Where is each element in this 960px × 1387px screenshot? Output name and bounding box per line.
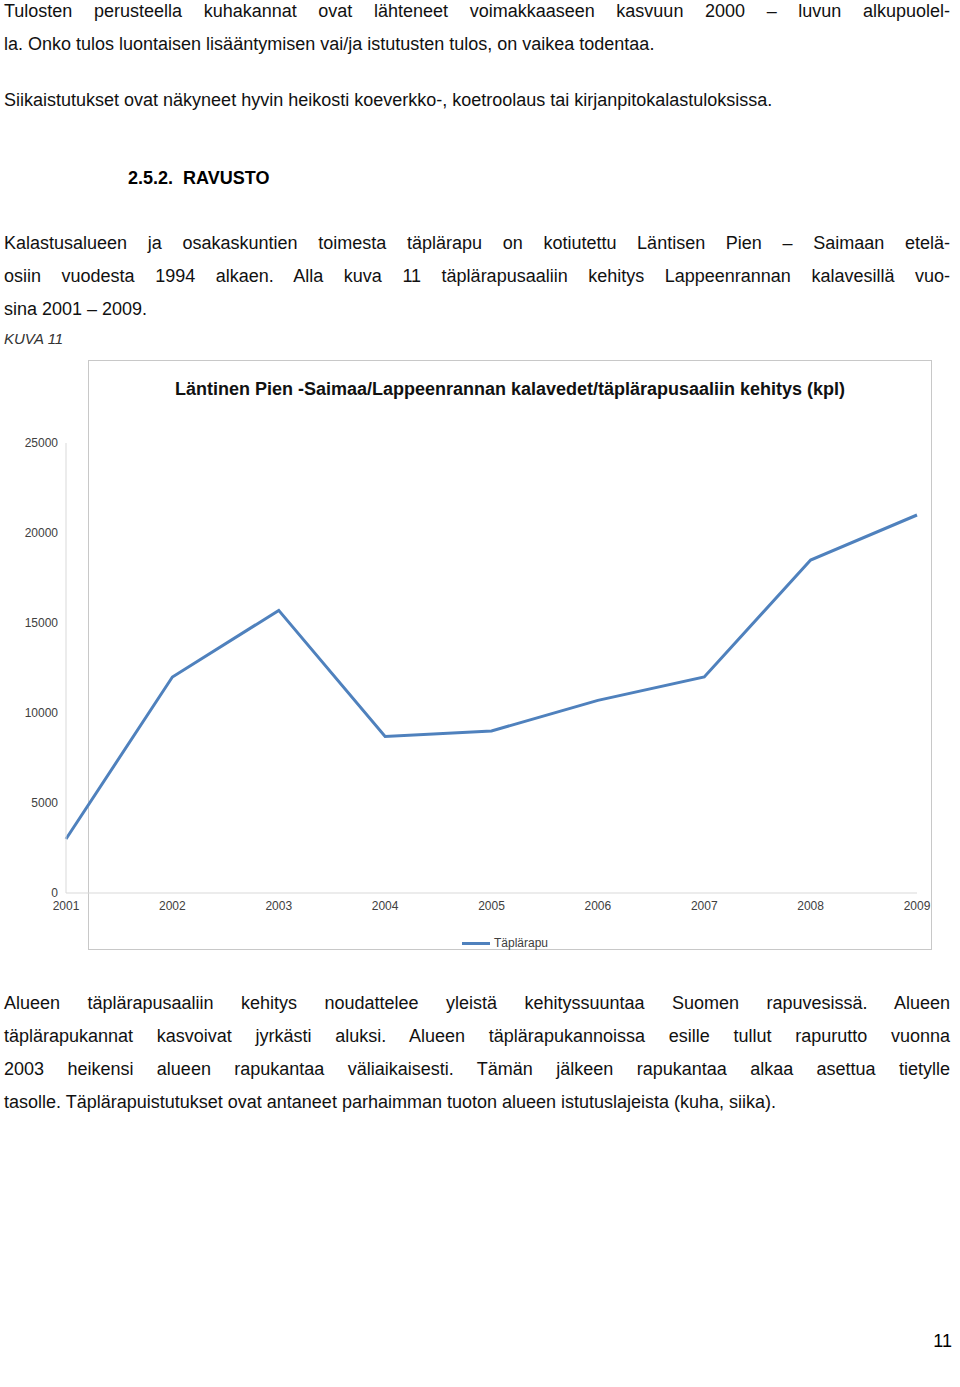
html-text:osiin vuodesta 1994 alkaen. Al: osiin vuodesta 1994 alkaen. Alla kuva 11… (4, 266, 950, 286)
html-text:11: 11 (933, 1331, 952, 1351)
svg-text:2003: 2003 (265, 899, 292, 913)
svg-text:2004: 2004 (372, 899, 399, 913)
svg-text:5000: 5000 (31, 796, 58, 810)
svg-text:2007: 2007 (691, 899, 718, 913)
svg-text:25000: 25000 (25, 436, 59, 450)
html-text:Alueen täplärapusaaliin kehity: Alueen täplärapusaaliin kehitys noudatte… (4, 993, 950, 1013)
svg-text:20000: 20000 (25, 526, 59, 540)
html-text:KUVA 11: KUVA 11 (4, 330, 64, 347)
html-text:2.5.2.: 2.5.2. (128, 168, 173, 188)
html-text:Tulosten perusteella kuhakanna: Tulosten perusteella kuhakannat ovat läh… (4, 1, 950, 21)
svg-text:2001: 2001 (53, 899, 80, 913)
html-text:sina 2001 – 2009.: sina 2001 – 2009. (4, 299, 148, 319)
svg-text:15000: 15000 (25, 616, 59, 630)
html-text:Läntinen Pien -Saimaa/Lappeenr: Läntinen Pien -Saimaa/Lappeenrannan kala… (174, 379, 846, 399)
html-text:täplärapukannat kasvoivat jyrk: täplärapukannat kasvoivat jyrkästi aluks… (4, 1026, 950, 1046)
svg-text:2008: 2008 (797, 899, 824, 913)
svg-text:2005: 2005 (478, 899, 505, 913)
svg-text:10000: 10000 (25, 706, 59, 720)
svg-text:0: 0 (51, 886, 58, 900)
svg-text:2002: 2002 (159, 899, 186, 913)
html-text:Täplärapu: Täplärapu (494, 936, 548, 950)
html-text:la. Onko tulos luontaisen lisä: la. Onko tulos luontaisen lisääntymisen … (4, 34, 655, 54)
html-text:2003 heikensi alueen rapukanta: 2003 heikensi alueen rapukantaa väliaika… (4, 1059, 950, 1079)
svg-text:2009: 2009 (904, 899, 931, 913)
html-text:Siikaistutukset ovat näkyneet: Siikaistutukset ovat näkyneet hyvin heik… (4, 90, 773, 110)
html-text:tasolle. Täplärapuistutukset o: tasolle. Täplärapuistutukset ovat antane… (4, 1092, 777, 1112)
html-text:Kalastusalueen ja osakaskuntie: Kalastusalueen ja osakaskuntien toimesta… (4, 233, 950, 253)
html-text:RAVUSTO: RAVUSTO (183, 168, 270, 188)
svg-text:2006: 2006 (585, 899, 612, 913)
